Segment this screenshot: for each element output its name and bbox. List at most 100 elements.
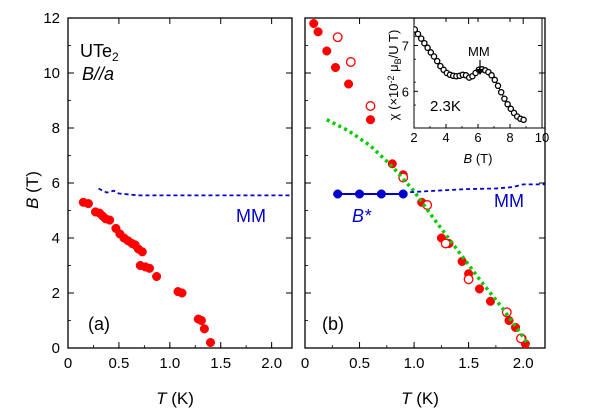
inset-y-tick-label: 6 — [402, 84, 409, 99]
panel-a-series-line — [98, 187, 292, 197]
inset-data-point — [494, 82, 502, 90]
panel-b-series-4 — [403, 183, 545, 194]
panel-b-series-3 — [333, 189, 408, 199]
panel-a-x-tick-label: 0.5 — [108, 355, 129, 372]
panel-b-data-point — [309, 18, 319, 29]
panel-b-data-point — [354, 189, 365, 199]
inset-data-point — [488, 72, 495, 79]
panel-b-data-point — [365, 101, 376, 111]
panel-b-data-point — [333, 189, 343, 199]
panel-b-data-point — [440, 238, 451, 249]
panel-a-data-point — [199, 324, 209, 334]
panel-b-data-point — [332, 32, 343, 43]
panel-b-series-line — [403, 183, 545, 194]
mm-label-b: MM — [494, 191, 524, 211]
panel-a-y-tick-label: 6 — [52, 175, 60, 192]
panel-a-y-tick-label: 4 — [52, 230, 60, 247]
panel-b-x-tick-label: 1.5 — [458, 355, 479, 372]
panel-b-plot-area — [309, 18, 545, 348]
panel-b-data-point — [322, 46, 332, 56]
inset-x-axis-label: B (T) — [464, 151, 493, 166]
panel-b-data-point — [474, 284, 485, 294]
inset-data-point — [507, 105, 515, 113]
inset-x-tick-label: 4 — [442, 130, 449, 145]
panel-a-x-tick-label: 0 — [64, 355, 72, 372]
panel-b-data-point — [345, 57, 356, 67]
inset-plot: 2 4 6 8 10 6 7 — [402, 17, 549, 145]
inset-x-tick-label: 6 — [474, 130, 481, 145]
panel-b-x-tick-label: 2.0 — [513, 355, 534, 372]
panel-b-frame — [304, 17, 546, 349]
inset-series-0 — [414, 26, 527, 124]
field-direction-label: B//a — [82, 64, 114, 84]
inset-data-point — [430, 53, 438, 60]
panel-b-data-point — [501, 307, 512, 318]
inset-data-point — [427, 49, 435, 56]
panel-a-data-point — [152, 271, 162, 282]
inset-x-tick-label: 10 — [535, 130, 549, 145]
inset-y-axis-label: χ (×10-2 μB/U T) — [386, 30, 403, 121]
inset-y-tick-label: 7 — [402, 39, 409, 54]
x-axis-label-a: T (K) — [156, 389, 194, 408]
mm-label-a: MM — [236, 206, 266, 226]
panel-a-data-point — [144, 263, 155, 273]
panel-b-data-point — [376, 189, 386, 199]
inset-data-point — [520, 116, 527, 124]
panel-a-data-point — [137, 247, 147, 257]
panel-a-x-tick-label: 2.0 — [261, 355, 282, 372]
panel-b-data-point — [485, 296, 496, 306]
inset-data-point — [501, 95, 508, 102]
panel-a: 0 0.5 1.0 1.5 2.0 0 2 4 6 8 10 12 — [43, 10, 293, 372]
panel-b-data-point — [344, 79, 354, 89]
material-label: UTe2 — [80, 41, 119, 64]
panel-b-data-point — [504, 315, 514, 326]
panel-b: 0 0.5 1.0 1.5 2.0 — [301, 17, 546, 372]
panel-b-data-point — [387, 159, 397, 169]
inset-data-point — [433, 57, 441, 65]
inset-plot-area — [414, 26, 527, 124]
inset-x-tick-label: 8 — [506, 130, 513, 145]
inset-data-point — [414, 26, 419, 33]
panel-a-plot-area — [78, 187, 292, 348]
inset-mm-label: MM — [468, 44, 490, 59]
panel-a-y-tick-label: 12 — [43, 10, 60, 27]
panel-a-series-0 — [78, 197, 216, 348]
panel-a-data-point — [205, 337, 216, 348]
panel-a-series-1 — [98, 187, 292, 197]
panel-a-y-tick-label: 10 — [43, 65, 60, 82]
panel-b-x-tick-label: 0.5 — [349, 355, 370, 372]
panel-b-x-tick-label: 1.0 — [404, 355, 425, 372]
panel-b-x-tick-label: 0 — [301, 355, 309, 372]
panel-b-series-2 — [326, 118, 531, 347]
panel-b-data-point — [313, 27, 323, 37]
inset-data-point — [414, 30, 422, 38]
panel-b-data-point — [365, 115, 376, 125]
panel-a-x-tick-label: 1.0 — [159, 355, 180, 372]
panel-a-data-point — [83, 199, 93, 209]
panel-a-y-tick-label: 8 — [52, 120, 60, 137]
inset-data-point — [417, 35, 425, 42]
inset-x-tick-label: 2 — [410, 130, 417, 145]
inset-data-point — [424, 44, 431, 52]
panel-a-y-tick-label: 2 — [52, 285, 60, 302]
panel-a-label: (a) — [88, 314, 110, 334]
inset-data-point — [497, 88, 505, 96]
b-star-label: B* — [352, 206, 372, 226]
panel-b-label: (b) — [322, 314, 344, 334]
panel-a-data-point — [105, 215, 115, 225]
inset-data-point — [491, 76, 499, 84]
inset-temperature-label: 2.3K — [430, 98, 461, 115]
panel-a-data-point — [196, 315, 206, 326]
panel-b-data-point — [463, 274, 474, 285]
y-axis-label: B (T) — [23, 171, 42, 209]
panel-b-series-line — [326, 118, 531, 347]
panel-a-data-point — [177, 288, 187, 298]
inset-data-point — [504, 100, 511, 108]
x-axis-label-b: T (K) — [401, 389, 439, 408]
panel-b-data-point — [330, 62, 341, 73]
panel-a-y-tick-label: 0 — [52, 340, 60, 357]
inset-data-point — [421, 39, 428, 47]
panel-b-data-point — [398, 189, 408, 199]
inset-mm-arrow — [476, 60, 484, 75]
